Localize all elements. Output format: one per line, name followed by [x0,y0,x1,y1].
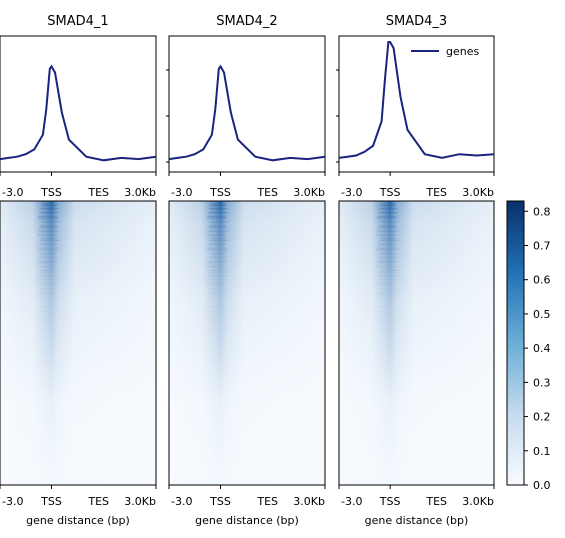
profile-axes-frame [0,35,157,173]
panel-1: SMAD4_1 -3.0 TSS TES 3.0Kb -3.0 TSS TES 3.0Kb gen… [0,14,157,527]
x-axis-label: gene distance (bp) [26,514,130,527]
colorbar-tick-label: 0.0 [533,479,551,492]
x-tick-label-end: 3.0Kb [124,495,156,508]
x-tick-label-start: -3.0 [171,495,192,508]
profile-line-genes [0,64,157,162]
panels-layer: SMAD4_1 -3.0 TSS TES 3.0Kb -3.0 TSS TES 3.0Kb gen… [0,14,495,527]
profile-axes-frame [338,35,495,173]
x-tick-label-end: 3.0Kb [462,495,494,508]
x-tick-label-tss: TSS [209,186,231,199]
profile-line-genes [168,64,326,162]
heatmap-axes-frame [0,200,157,486]
x-tick-label-tes: TES [256,495,278,508]
x-tick-label-tss: TSS [209,495,231,508]
x-tick-label-tes: TES [87,495,109,508]
x-tick-label-end: 3.0Kb [293,186,325,199]
legend: genes [411,45,479,58]
heatmap-axes-frame [168,200,326,486]
colorbar-tick-label: 0.6 [533,274,551,287]
colorbar-tick-label: 0.3 [533,376,551,389]
x-tick-label-tss: TSS [40,495,62,508]
colorbar: 0.0 0.1 0.2 0.3 0.4 0.5 0.6 0.7 0.8 [506,200,551,492]
x-axis-label: gene distance (bp) [365,514,469,527]
panel-title: SMAD4_2 [216,14,277,29]
colorbar-tick-label: 0.7 [533,239,551,252]
colorbar-tick-label: 0.2 [533,411,551,424]
x-tick-label-start: -3.0 [341,495,362,508]
panel-3: SMAD4_3 -3.0 TSS TES 3.0Kb -3.0 TSS TES 3.0Kb gen… [336,14,495,527]
panel-2: SMAD4_2 -3.0 TSS TES 3.0Kb -3.0 TSS TES 3.0Kb gen… [166,14,326,527]
legend-label: genes [446,45,479,58]
colorbar-tick-label: 0.5 [533,308,551,321]
colorbar-tick-label: 0.4 [533,342,551,355]
x-tick-label-start: -3.0 [341,186,362,199]
x-tick-label-tes: TES [87,186,109,199]
x-tick-label-end: 3.0Kb [124,186,156,199]
x-tick-label-tss: TSS [379,495,401,508]
x-tick-label-tss: TSS [379,186,401,199]
panel-title: SMAD4_3 [386,14,447,29]
x-tick-label-end: 3.0Kb [293,495,325,508]
x-tick-label-start: -3.0 [2,495,23,508]
x-tick-label-tss: TSS [40,186,62,199]
colorbar-gradient [506,200,525,486]
heatmap-axes-frame [338,200,495,486]
x-tick-label-end: 3.0Kb [462,186,494,199]
heatmap-fade [339,201,494,485]
x-tick-label-start: -3.0 [2,186,23,199]
profile-axes-frame [168,35,326,173]
heatmap-fade [0,201,156,485]
colorbar-tick-label: 0.8 [533,205,551,218]
panel-title: SMAD4_1 [47,14,108,29]
profile-line-genes [338,41,495,159]
heatmap-fade [169,201,325,485]
x-axis-label: gene distance (bp) [195,514,299,527]
x-tick-label-tes: TES [425,495,447,508]
x-tick-label-tes: TES [256,186,278,199]
colorbar-tick-label: 0.1 [533,445,551,458]
x-tick-label-start: -3.0 [171,186,192,199]
x-tick-label-tes: TES [425,186,447,199]
